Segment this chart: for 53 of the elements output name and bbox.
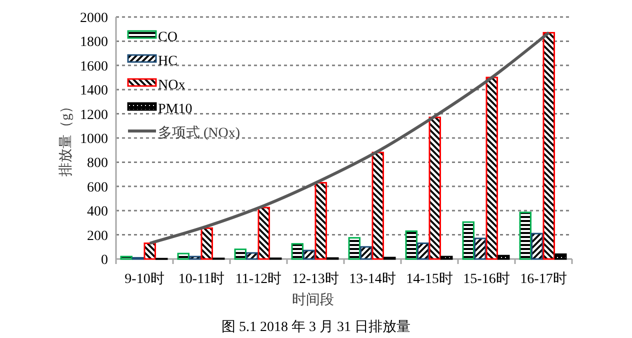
- bar: [405, 230, 418, 260]
- legend-label: NOx: [158, 78, 186, 93]
- bar: [542, 32, 555, 260]
- x-tick-label: 11-12时: [235, 271, 282, 287]
- y-tick-label: 200: [87, 228, 108, 244]
- y-axis-title: 排放量（g）: [58, 100, 74, 176]
- bar: [474, 238, 486, 260]
- legend-label: HC: [158, 54, 178, 69]
- bar: [291, 243, 304, 260]
- bar: [189, 256, 202, 260]
- x-tick-label: 12-13时: [292, 271, 339, 287]
- bar: [498, 254, 510, 260]
- bar: [246, 252, 258, 260]
- bar: [348, 237, 360, 260]
- bar: [372, 152, 384, 260]
- legend-label: PM10: [158, 102, 192, 117]
- bar: [417, 242, 430, 260]
- y-tick-label: 600: [87, 180, 108, 196]
- bar: [428, 116, 441, 260]
- x-tick-label: 16-17时: [520, 271, 567, 287]
- bar: [144, 242, 156, 260]
- y-tick-label: 0: [101, 253, 108, 268]
- bar: [462, 221, 474, 260]
- y-tick-label: 1400: [80, 84, 108, 99]
- legend-label: 多项式 (NOx): [158, 125, 240, 141]
- bar: [200, 227, 213, 260]
- x-axis-title: 时间段: [292, 292, 334, 308]
- bar: [177, 252, 190, 260]
- y-tick-label: 1800: [80, 35, 108, 50]
- y-tick-label: 1200: [80, 108, 108, 123]
- text: 图 5.1 2018 年 3 月 31 日排放量: [222, 319, 410, 335]
- bar: [440, 256, 453, 260]
- bar: [120, 256, 132, 260]
- bar: [303, 250, 316, 260]
- legend-label: CO: [158, 30, 178, 45]
- x-tick-label: 10-11时: [178, 271, 225, 287]
- y-tick-label: 1600: [80, 59, 108, 74]
- bar: [486, 76, 498, 260]
- y-tick-label: 800: [87, 156, 108, 172]
- x-tick-label: 13-14时: [349, 271, 396, 287]
- bar: [531, 232, 544, 260]
- x-tick-label: 9-10时: [124, 271, 164, 287]
- y-tick-label: 1000: [80, 132, 108, 147]
- x-tick-label: 14-15时: [406, 271, 453, 287]
- bar: [519, 212, 532, 260]
- bar: [314, 182, 327, 260]
- y-tick-label: 400: [87, 204, 108, 220]
- bar: [360, 246, 372, 260]
- y-tick-label: 2000: [80, 11, 108, 26]
- bar: [234, 248, 246, 260]
- bar: [258, 206, 270, 260]
- x-tick-label: 15-16时: [463, 271, 510, 287]
- bar: [554, 253, 567, 260]
